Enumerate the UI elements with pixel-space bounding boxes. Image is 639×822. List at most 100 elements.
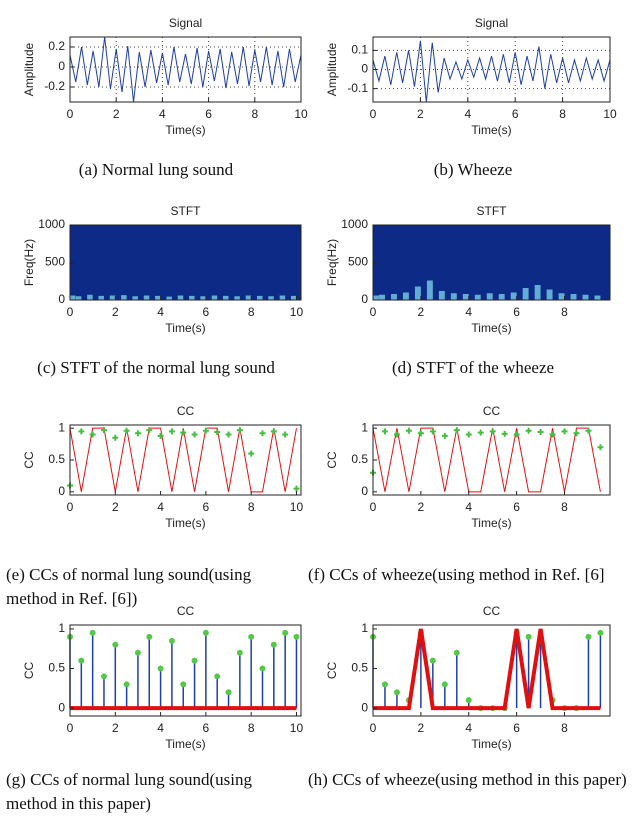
energy-band [234, 296, 240, 300]
energy-band [391, 294, 397, 300]
y-tick-label: 500 [348, 255, 368, 269]
cc-peak-marker [585, 633, 592, 640]
energy-band [70, 295, 76, 300]
x-tick-label: 8 [248, 500, 255, 514]
cc-marker [236, 427, 243, 434]
cc-marker [259, 430, 266, 437]
caption: (d) STFT of the wheeze [391, 358, 555, 377]
energy-band [109, 295, 116, 300]
x-tick-label: 0 [370, 305, 377, 319]
axes-title: CC [177, 404, 195, 418]
cc-peak-marker [597, 629, 604, 636]
x-tick-label: 10 [290, 305, 304, 319]
y-axis-label: Amplitude [22, 43, 36, 97]
cc-peak-marker [248, 633, 255, 640]
energy-band [166, 296, 172, 300]
energy-band [402, 292, 409, 300]
y-tick-label: 0.2 [48, 39, 65, 53]
cc-peak-marker [123, 681, 130, 688]
x-axis-label: Time(s) [471, 737, 511, 751]
x-tick-label: 6 [203, 500, 210, 514]
signal-line [69, 36, 302, 103]
x-axis-label: Time(s) [471, 516, 511, 530]
cc-peak-marker [134, 649, 141, 656]
cc-marker [146, 427, 153, 434]
y-tick-label: 0 [361, 700, 368, 714]
y-axis-label: Amplitude [325, 43, 339, 97]
cc-marker [525, 427, 532, 434]
cc-peak-marker [429, 657, 436, 664]
energy-band [594, 295, 601, 300]
cc-marker [393, 431, 400, 438]
cc-marker [112, 434, 119, 441]
axes-frame [69, 36, 302, 103]
x-tick-label: 0 [370, 721, 377, 735]
y-axis-label: CC [325, 662, 339, 680]
cc-marker [225, 431, 232, 438]
energy-band [522, 288, 529, 300]
x-tick-label: 8 [561, 305, 568, 319]
caption: (g) CCs of normal lung sound(using metho… [6, 770, 253, 813]
spectrogram-background [373, 225, 610, 300]
cc-marker [573, 430, 580, 437]
cc-peak-marker [453, 649, 460, 656]
cc-peak-marker [191, 657, 198, 664]
y-tick-label: -0.1 [347, 81, 368, 95]
y-tick-label: 0.5 [48, 661, 65, 675]
x-tick-label: 4 [157, 721, 164, 735]
x-tick-label: 8 [561, 500, 568, 514]
axes-title: CC [177, 604, 195, 618]
x-tick-label: 8 [251, 107, 258, 121]
energy-band [498, 294, 505, 300]
energy-band [570, 294, 577, 300]
signal-line [372, 40, 611, 103]
energy-band [582, 294, 589, 300]
x-tick-label: 2 [112, 500, 119, 514]
cc-marker [501, 430, 508, 437]
x-tick-label: 6 [512, 107, 519, 121]
y-axis-label: CC [325, 451, 339, 469]
energy-band [450, 293, 457, 300]
cc-peak-marker [157, 665, 164, 672]
x-tick-label: 6 [203, 305, 210, 319]
y-tick-label: 0 [361, 484, 368, 498]
caption: (h) CCs of wheeze(using method in this p… [308, 770, 627, 789]
cc-peak-marker [89, 629, 96, 636]
x-tick-label: 10 [290, 500, 304, 514]
energy-band [438, 291, 445, 300]
x-axis-label: Time(s) [471, 123, 511, 137]
cc-peak-marker [259, 665, 266, 672]
y-tick-label: 1 [361, 420, 368, 434]
energy-band [75, 296, 82, 300]
cc-peak-marker [441, 681, 448, 688]
y-tick-label: 0 [361, 62, 368, 76]
cc-marker [157, 432, 164, 439]
cc-marker [453, 427, 460, 434]
energy-band [290, 295, 297, 300]
x-tick-label: 8 [248, 721, 255, 735]
x-tick-label: 6 [205, 107, 212, 121]
cc-peak-marker [112, 641, 119, 648]
cc-peak-marker [525, 633, 532, 640]
energy-band [98, 295, 104, 300]
cc-marker [441, 432, 448, 439]
energy-band [379, 294, 385, 300]
axes-frame [69, 424, 302, 496]
cc-marker [100, 427, 107, 434]
x-tick-label: 8 [248, 305, 255, 319]
signal-line [69, 427, 297, 493]
cc-marker [123, 427, 130, 434]
x-tick-label: 6 [513, 500, 520, 514]
cc-marker [585, 427, 592, 434]
caption: (c) STFT of the normal lung sound [37, 358, 275, 377]
y-tick-label: 0 [58, 59, 65, 73]
energy-band [223, 295, 229, 300]
cc-marker [89, 431, 96, 438]
x-tick-label: 4 [157, 500, 164, 514]
x-tick-label: 2 [417, 107, 424, 121]
energy-band [200, 296, 206, 300]
y-tick-label: 500 [45, 255, 65, 269]
y-tick-label: 1000 [341, 217, 368, 231]
axes-title: Signal [475, 16, 508, 30]
